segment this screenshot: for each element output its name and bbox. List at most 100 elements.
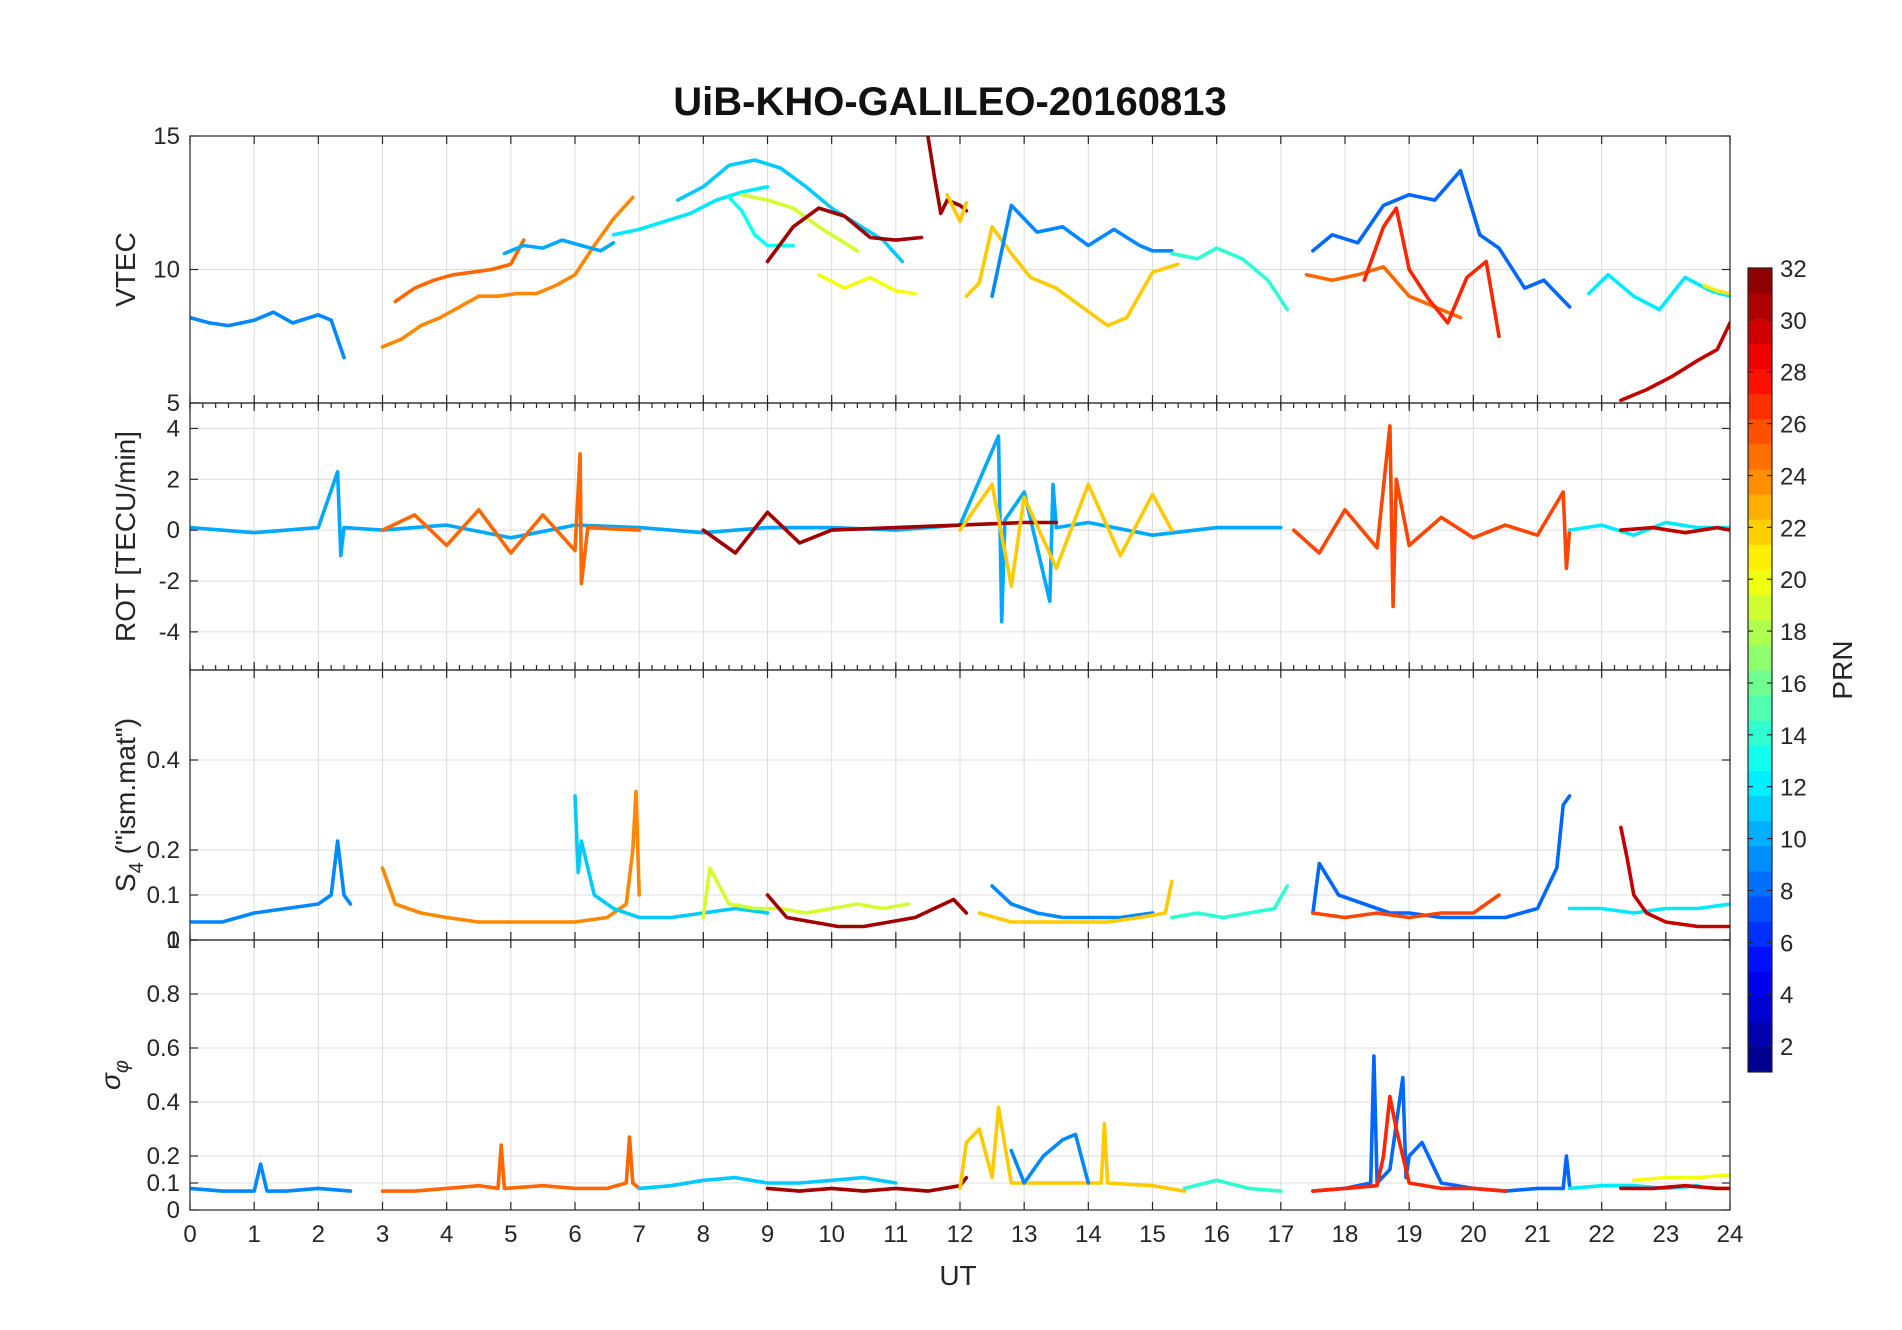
colorbar-tick-label: 10 bbox=[1780, 827, 1807, 854]
x-tick-label: 0 bbox=[183, 1221, 196, 1248]
series-line-prn-30 bbox=[1619, 321, 1730, 403]
colorbar-segment bbox=[1748, 293, 1772, 319]
y-tick-label: 0.1 bbox=[147, 1170, 180, 1197]
x-tick-label: 23 bbox=[1652, 1221, 1679, 1248]
y-axis-label-main: S bbox=[110, 873, 141, 892]
x-tick-label: 3 bbox=[376, 1221, 389, 1248]
y-tick-label: 10 bbox=[153, 257, 180, 284]
x-tick-label: 20 bbox=[1460, 1221, 1487, 1248]
y-tick-label: 0 bbox=[167, 927, 180, 954]
colorbar-segment bbox=[1748, 896, 1772, 922]
series-group bbox=[190, 424, 1730, 624]
colorbar-segment bbox=[1748, 820, 1772, 847]
x-tick-label: 17 bbox=[1267, 1221, 1294, 1248]
colorbar-tick-label: 6 bbox=[1780, 930, 1793, 957]
series-line-prn-9 bbox=[190, 310, 346, 360]
x-tick-label: 22 bbox=[1588, 1221, 1615, 1248]
y-axis-label-sub: φ bbox=[111, 1060, 133, 1073]
x-axis-label: UT bbox=[939, 1260, 976, 1291]
series-line-prn-24 bbox=[380, 789, 641, 924]
colorbar-segment bbox=[1748, 695, 1772, 721]
y-axis-label: ROT [TECU/min] bbox=[110, 431, 141, 642]
colorbar-tick-label: 2 bbox=[1780, 1034, 1793, 1061]
y-axis-label-sub: 4 bbox=[126, 862, 148, 873]
series-line-prn-14 bbox=[1182, 1178, 1283, 1193]
y-tick-label: 0.4 bbox=[147, 1089, 180, 1116]
series-line-prn-26 bbox=[1311, 893, 1501, 920]
y-tick-label: -4 bbox=[159, 619, 180, 646]
series-line-prn-22 bbox=[958, 1105, 1187, 1193]
series-line-prn-30 bbox=[1619, 1183, 1730, 1191]
series-group bbox=[190, 789, 1730, 929]
colorbar-box bbox=[1747, 267, 1773, 1073]
series-line-prn-9 bbox=[190, 839, 353, 924]
x-tick-label: 13 bbox=[1011, 1221, 1038, 1248]
series-line-prn-31 bbox=[765, 1175, 969, 1193]
y-tick-label: 4 bbox=[167, 415, 180, 442]
colorbar-segment bbox=[1748, 494, 1772, 520]
colorbar-tick-label: 30 bbox=[1780, 308, 1807, 335]
colorbar-segment bbox=[1748, 519, 1772, 545]
x-tick-label: 9 bbox=[761, 1221, 774, 1248]
y-axis-label: σφ bbox=[95, 1060, 133, 1090]
series-line-prn-14 bbox=[1170, 884, 1290, 920]
series-line-prn-9 bbox=[190, 1162, 353, 1193]
x-tick-label: 7 bbox=[632, 1221, 645, 1248]
y-tick-label: 0.6 bbox=[147, 1035, 180, 1062]
series-line-prn-31 bbox=[765, 893, 969, 929]
colorbar-segment bbox=[1748, 1021, 1772, 1048]
series-line-prn-31 bbox=[926, 136, 969, 216]
colorbar-segment bbox=[1748, 921, 1772, 947]
x-tick-label: 5 bbox=[504, 1221, 517, 1248]
colorbar-segment bbox=[1748, 971, 1772, 998]
colorbar-tick-label: 12 bbox=[1780, 775, 1807, 802]
colorbar-segment bbox=[1748, 368, 1772, 395]
x-tick-label: 11 bbox=[883, 1221, 908, 1248]
series-line-prn-12 bbox=[611, 184, 770, 237]
panel-vtec: 5 10 15 VTEC bbox=[110, 123, 1731, 417]
y-tick-label: -2 bbox=[159, 568, 180, 595]
series-line-prn-21 bbox=[1702, 283, 1730, 296]
panel-rot: -4 -2 0 2 4 ROT [TECU/min] bbox=[110, 402, 1731, 671]
colorbar-segment bbox=[1748, 343, 1772, 369]
series-line-prn-14 bbox=[1170, 246, 1290, 312]
colorbar-segment bbox=[1748, 1046, 1772, 1073]
series-line-prn-10 bbox=[190, 434, 1283, 624]
y-tick-label: 5 bbox=[167, 390, 180, 417]
colorbar-tick-label: 22 bbox=[1780, 515, 1807, 542]
x-tick-label: 24 bbox=[1717, 1221, 1744, 1248]
series-group bbox=[190, 136, 1730, 403]
colorbar-segment bbox=[1748, 594, 1772, 621]
y-tick-label: 0.1 bbox=[147, 882, 180, 909]
series-line-prn-11 bbox=[637, 1175, 898, 1191]
series-line-prn-12 bbox=[1567, 902, 1730, 915]
series-line-prn-20 bbox=[817, 273, 917, 296]
series-line-prn-19 bbox=[701, 866, 911, 920]
series-line-prn-22 bbox=[977, 879, 1174, 924]
x-tick-label: 8 bbox=[697, 1221, 710, 1248]
series-line-prn-24 bbox=[380, 195, 635, 349]
series-line-prn-30 bbox=[1619, 525, 1730, 535]
y-tick-label: 0.8 bbox=[147, 981, 180, 1008]
series-line-prn-10 bbox=[502, 238, 616, 256]
colorbar-segment bbox=[1748, 393, 1772, 420]
y-tick-label: 0 bbox=[167, 517, 180, 544]
colorbar-segment bbox=[1748, 845, 1772, 872]
colorbar-tick-label: 14 bbox=[1780, 723, 1807, 750]
series-line-prn-9 bbox=[990, 203, 1174, 298]
y-tick-label: 15 bbox=[153, 123, 180, 150]
series-line-prn-20 bbox=[1632, 1173, 1730, 1183]
series-line-prn-25 bbox=[380, 452, 641, 586]
colorbar-segment bbox=[1748, 268, 1772, 294]
y-axis-label: VTEC bbox=[110, 232, 141, 307]
y-tick-label: 0 bbox=[167, 1197, 180, 1224]
series-line-prn-31 bbox=[765, 206, 924, 264]
colorbar-segment bbox=[1748, 644, 1772, 671]
x-tick-label: 18 bbox=[1332, 1221, 1359, 1248]
y-axis-label-rest: ("ism.mat") bbox=[110, 718, 141, 862]
x-tick-label: 16 bbox=[1203, 1221, 1230, 1248]
